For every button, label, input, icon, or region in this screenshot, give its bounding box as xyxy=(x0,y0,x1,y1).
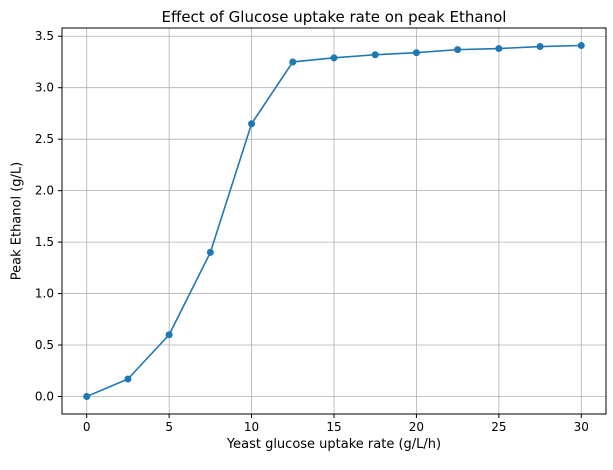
data-point-marker xyxy=(536,43,544,51)
x-tick-label: 15 xyxy=(326,420,341,434)
y-tick-label: 0.0 xyxy=(35,390,54,404)
data-point-marker xyxy=(412,49,420,57)
x-tick-label: 10 xyxy=(244,420,259,434)
y-tick-label: 3.5 xyxy=(35,29,54,43)
data-point-marker xyxy=(165,331,173,339)
x-tick-label: 0 xyxy=(83,420,91,434)
data-point-marker xyxy=(248,120,256,128)
data-point-marker xyxy=(454,46,462,54)
data-point-marker xyxy=(371,51,379,59)
data-point-marker xyxy=(83,393,91,401)
y-axis-label: Peak Ethanol (g/L) xyxy=(9,161,25,281)
chart-title: Effect of Glucose uptake rate on peak Et… xyxy=(161,8,507,26)
y-tick-label: 0.5 xyxy=(35,338,54,352)
y-tick-label: 1.0 xyxy=(35,287,54,301)
data-point-marker xyxy=(577,41,585,49)
data-point-marker xyxy=(495,45,503,53)
x-tick-label: 25 xyxy=(491,420,506,434)
x-tick-label: 5 xyxy=(165,420,173,434)
x-tick-label: 30 xyxy=(574,420,589,434)
y-tick-label: 3.0 xyxy=(35,81,54,95)
data-point-marker xyxy=(206,248,214,256)
x-axis-label: Yeast glucose uptake rate (g/L/h) xyxy=(226,437,442,452)
data-point-marker xyxy=(330,54,338,62)
data-point-marker xyxy=(124,375,132,383)
y-tick-label: 2.5 xyxy=(35,132,54,146)
y-tick-label: 2.0 xyxy=(35,184,54,198)
x-tick-label: 20 xyxy=(409,420,424,434)
y-tick-label: 1.5 xyxy=(35,235,54,249)
data-point-marker xyxy=(289,58,297,66)
